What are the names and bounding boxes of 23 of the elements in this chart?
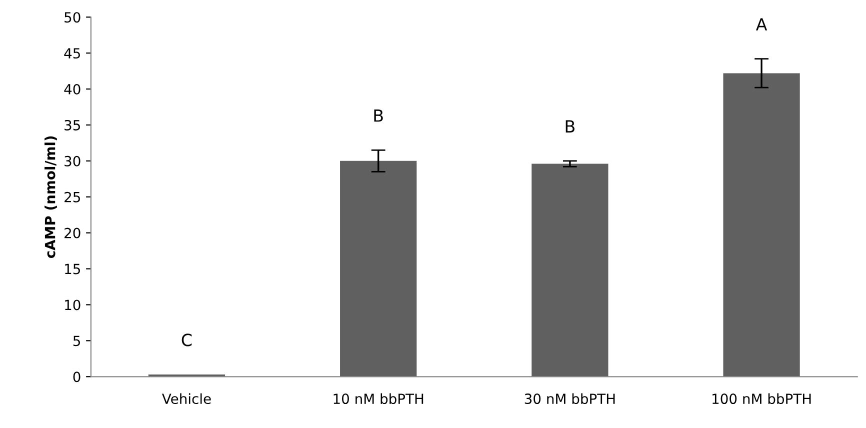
y-tick-label: 40: [64, 84, 80, 94]
bar: [340, 160, 417, 377]
y-tick-label: 0: [73, 372, 80, 382]
bar: [532, 164, 608, 377]
y-tick-label: 15: [65, 264, 80, 274]
y-tick-label: 5: [73, 336, 80, 346]
y-tick-label: 50: [64, 12, 80, 23]
y-tick-label: 30: [64, 156, 80, 166]
y-tick-label: 45: [64, 48, 80, 59]
y-tick-label: 20: [64, 228, 80, 238]
annotation: B: [566, 120, 574, 132]
y-tick-label: 35: [64, 120, 80, 130]
x-tick-label: 100 nM bbPTH: [712, 393, 811, 404]
y-tick-label: 25: [64, 192, 80, 202]
y-axis-title: cAMP (nmol/ml): [44, 136, 57, 258]
x-tick-label: 10 nM bbPTH: [334, 393, 424, 404]
x-tick-label: Vehicle: [162, 393, 211, 404]
annotation: B: [374, 110, 383, 122]
x-tick-label: 30 nM bbPTH: [524, 393, 615, 404]
bar: [723, 73, 800, 377]
annotation: A: [756, 18, 768, 30]
annotation: C: [182, 334, 192, 346]
y-tick-label: 10: [65, 300, 80, 310]
